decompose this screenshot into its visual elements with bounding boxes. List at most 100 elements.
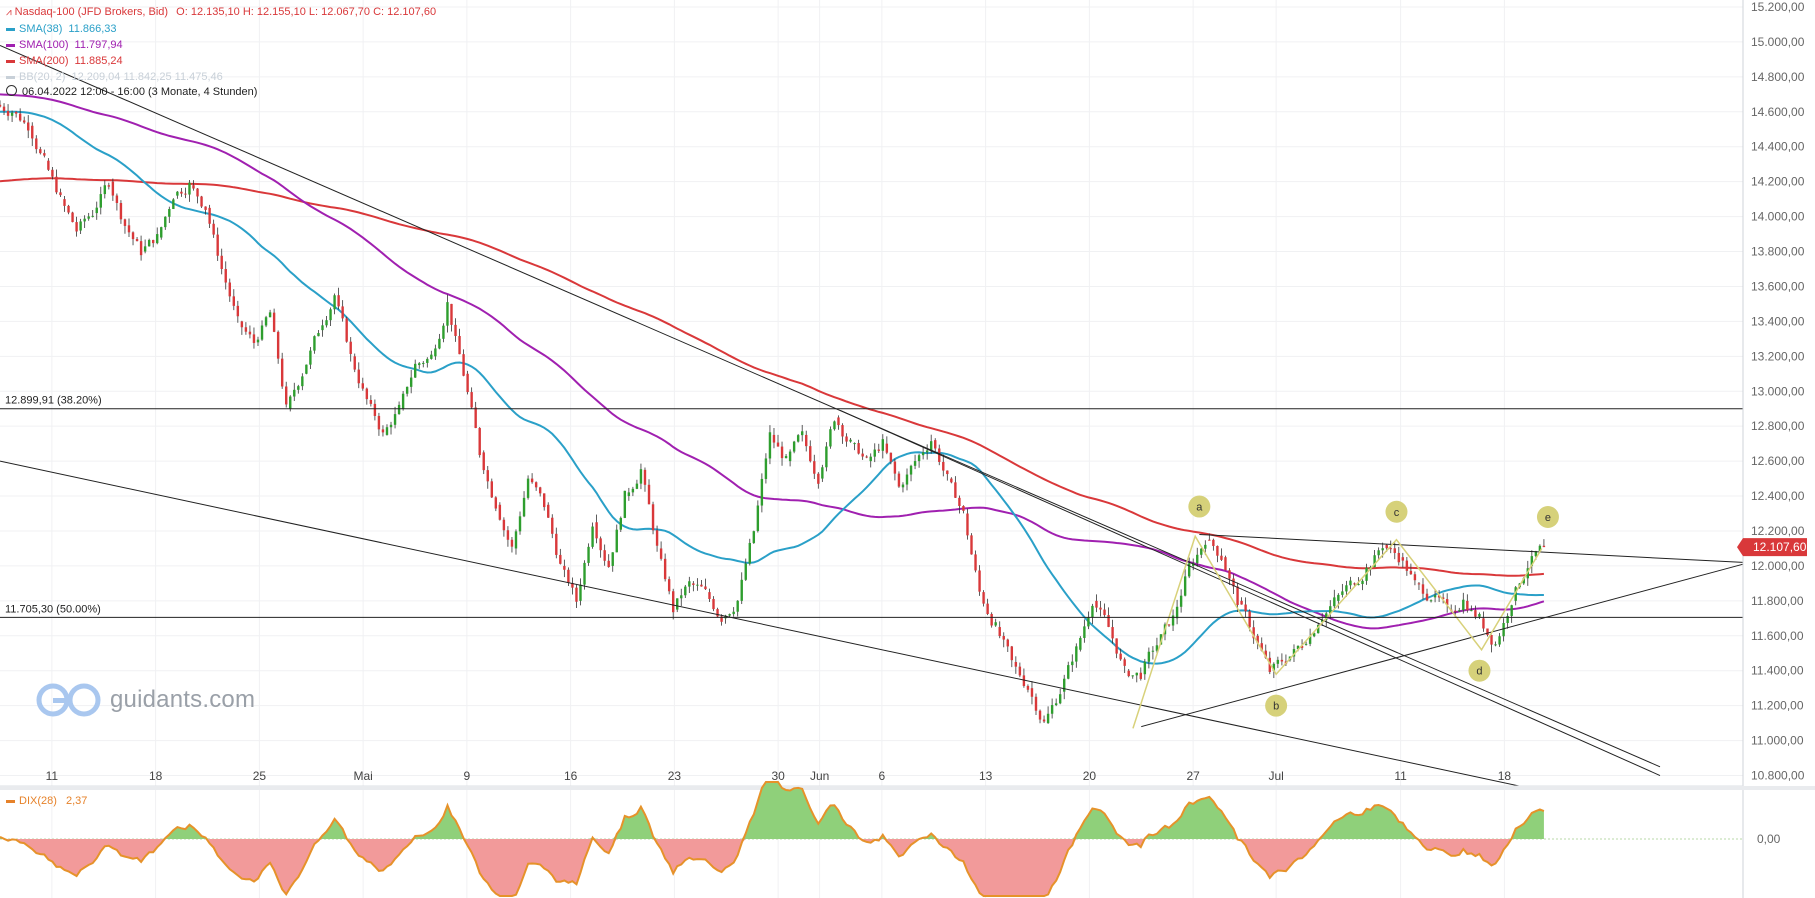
candle-down — [35, 138, 38, 150]
candle-down — [373, 403, 377, 416]
candle-down — [240, 321, 244, 328]
price-tick-label: 14.200,00 — [1751, 175, 1805, 189]
time-tick-label: 23 — [668, 769, 682, 783]
candle-down — [1486, 628, 1489, 636]
price-tick-label: 15.200,00 — [1751, 0, 1805, 14]
legend-sma200[interactable]: SMA(200) 11.885,24 — [6, 54, 123, 68]
price-tick-label: 13.800,00 — [1751, 245, 1805, 259]
wave-marker — [1188, 495, 1211, 518]
candle-down — [2, 106, 6, 112]
candle-down — [538, 487, 542, 494]
candle-down — [462, 354, 465, 376]
candle-down — [75, 222, 78, 232]
candle-down — [1022, 675, 1026, 686]
fib-level-label: 12.899,91 (38.20%) — [5, 395, 102, 407]
candle-down — [1252, 627, 1255, 639]
candle-down — [478, 428, 481, 456]
candle-down — [659, 548, 663, 559]
candle-up — [164, 216, 167, 228]
candle-down — [555, 533, 558, 555]
candle-down — [115, 195, 119, 203]
candle-up — [442, 325, 445, 339]
wave-label: c — [1394, 507, 1400, 519]
candle-up — [313, 336, 316, 351]
candle-up — [1183, 576, 1187, 596]
candle-up — [1510, 605, 1513, 616]
indicator-zero-label: 0,00 — [1757, 832, 1781, 846]
candle-up — [1143, 661, 1147, 675]
candle-up — [1361, 580, 1364, 585]
candle-down — [224, 268, 227, 283]
candle-up — [401, 393, 405, 409]
legend-sma38[interactable]: SMA(38) 11.866,33 — [6, 22, 117, 36]
candle-down — [454, 324, 457, 336]
upper-downtrend-line — [0, 44, 1661, 768]
candle-down — [135, 239, 139, 242]
candlestick-series — [0, 100, 1546, 724]
candle-up — [1514, 587, 1517, 601]
candle-down — [450, 303, 453, 325]
candle-down — [361, 383, 365, 389]
candle-down — [595, 522, 598, 539]
candle-up — [1357, 584, 1360, 586]
candle-up — [1046, 713, 1050, 724]
candle-up — [825, 446, 828, 468]
candle-up — [1296, 645, 1300, 650]
candle-down — [845, 436, 848, 442]
moving-averages — [0, 93, 1545, 665]
candle-up — [587, 546, 590, 563]
candle-up — [1506, 615, 1509, 624]
candle-up — [1179, 595, 1183, 607]
candle-up — [788, 451, 792, 462]
last-price-label: 12.107,60 — [1753, 540, 1807, 554]
candle-down — [1409, 570, 1413, 575]
candle-up — [732, 611, 735, 615]
candle-up — [1204, 544, 1207, 549]
candle-up — [623, 490, 627, 518]
legend-sma100[interactable]: SMA(100) 11.797,94 — [6, 38, 123, 52]
candle-up — [172, 199, 175, 210]
candle-down — [809, 446, 812, 462]
candle-down — [466, 373, 469, 393]
candle-down — [212, 223, 215, 235]
candle-down — [248, 331, 252, 335]
candle-up — [147, 239, 151, 247]
indicator-legend[interactable]: DIX(28) 2,37 — [6, 795, 87, 807]
candle-down — [1413, 574, 1417, 581]
price-tick-label: 11.400,00 — [1751, 664, 1804, 678]
candle-down — [1228, 570, 1231, 579]
time-axis: 11 18 25 Mai 9 16 23 30 Jun 6 13 20 27 Jul 11 18 — [0, 769, 1815, 790]
candle-up — [1083, 626, 1086, 638]
candle-down — [139, 241, 143, 256]
candle-up — [293, 389, 296, 397]
time-tick-label: 16 — [564, 769, 578, 783]
candle-down — [946, 470, 949, 475]
candle-down — [1542, 545, 1546, 548]
candle-up — [635, 483, 639, 489]
candle-up — [752, 531, 756, 543]
legend-bollinger[interactable]: BB(20, 2) 12.209,04 11.842,25 11.475,46 — [6, 70, 223, 84]
candle-down — [1115, 638, 1118, 654]
candle-down — [1256, 635, 1259, 644]
candle-down — [1490, 635, 1493, 645]
candle-up — [1187, 563, 1191, 577]
indicator-name: DIX(28) — [19, 795, 57, 807]
candle-up — [160, 227, 163, 238]
wave-label: a — [1196, 502, 1203, 514]
candle-down — [1002, 636, 1005, 640]
candle-up — [1272, 663, 1276, 671]
fibonacci-levels: 12.899,91 (38.20%) 11.705,30 (50.00%) — [0, 395, 1743, 618]
candle-up — [1321, 619, 1324, 622]
candle-down — [51, 169, 54, 177]
candle-down — [986, 603, 989, 614]
candle-up — [639, 469, 643, 484]
candle-up — [409, 377, 413, 387]
candle-down — [603, 550, 606, 561]
candle-up — [849, 439, 852, 442]
candle-up — [264, 317, 268, 326]
period-info: 06.04.2022 12:00 - 16:00 (3 Monate, 4 St… — [6, 85, 257, 98]
candle-down — [877, 449, 880, 451]
candle-down — [6, 111, 10, 116]
legend-label: SMA(200) — [19, 55, 69, 67]
